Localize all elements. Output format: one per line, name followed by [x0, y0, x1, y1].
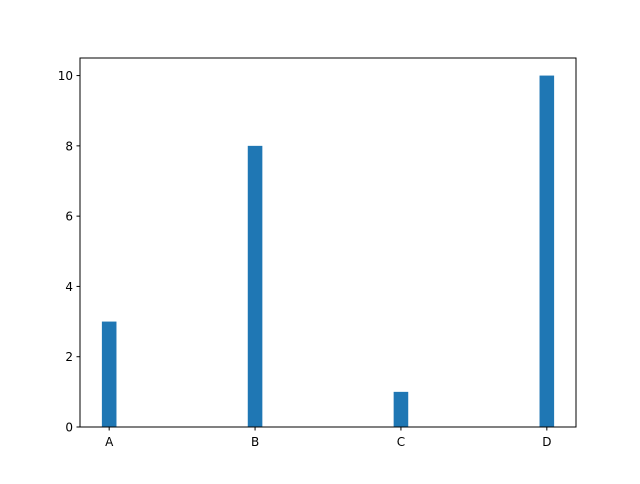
x-tick-label: D — [542, 435, 551, 449]
x-tick-label: B — [251, 435, 259, 449]
y-tick-label: 8 — [65, 139, 73, 153]
x-tick-label: C — [397, 435, 405, 449]
x-axis: A B C D — [105, 427, 551, 449]
bar-A — [101, 321, 117, 427]
y-tick-label: 2 — [65, 350, 73, 364]
bars — [101, 75, 555, 428]
y-tick-label: 4 — [65, 280, 73, 294]
bar-D — [539, 75, 555, 428]
y-axis: 0 2 4 6 8 10 — [58, 69, 80, 435]
x-tick-label: A — [105, 435, 114, 449]
y-tick-label: 10 — [58, 69, 73, 83]
bar-B — [247, 145, 263, 427]
axes-frame — [79, 57, 577, 428]
y-tick-label: 6 — [65, 210, 73, 224]
y-tick-label: 0 — [65, 421, 73, 435]
bar-C — [393, 391, 409, 427]
